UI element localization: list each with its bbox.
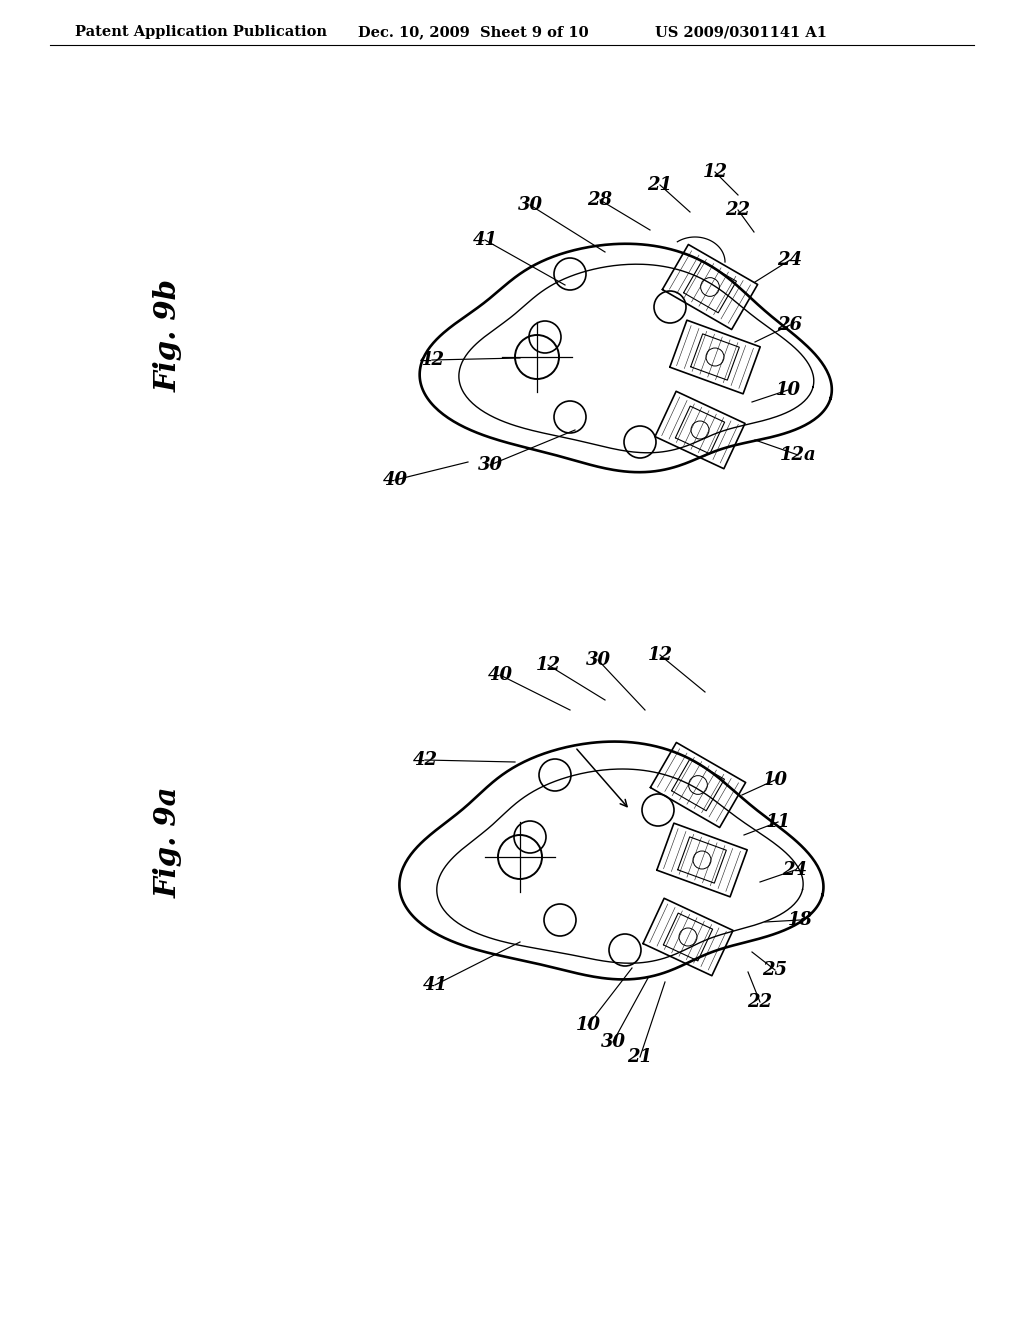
Text: Fig. 9b: Fig. 9b [154,279,182,392]
Text: 28: 28 [588,191,612,209]
Text: 40: 40 [383,471,408,488]
Text: 12: 12 [702,162,727,181]
Text: 26: 26 [777,315,803,334]
Text: 11: 11 [766,813,791,832]
Text: 30: 30 [586,651,610,669]
Text: 12: 12 [647,645,673,664]
Text: 25: 25 [763,961,787,979]
Text: Patent Application Publication: Patent Application Publication [75,25,327,40]
Text: 10: 10 [763,771,787,789]
Text: 21: 21 [628,1048,652,1067]
Text: 42: 42 [413,751,437,770]
Text: 24: 24 [782,861,808,879]
Text: US 2009/0301141 A1: US 2009/0301141 A1 [655,25,827,40]
Text: 21: 21 [647,176,673,194]
Text: 24: 24 [777,251,803,269]
Text: 30: 30 [517,195,543,214]
Text: 42: 42 [420,351,444,370]
Text: Fig. 9a: Fig. 9a [154,787,182,898]
Text: 12a: 12a [779,446,816,465]
Text: 10: 10 [575,1016,600,1034]
Text: 10: 10 [775,381,801,399]
Text: 22: 22 [748,993,772,1011]
Text: 40: 40 [487,667,512,684]
Text: 18: 18 [787,911,812,929]
Text: 30: 30 [600,1034,626,1051]
Text: 41: 41 [472,231,498,249]
Text: 12: 12 [536,656,560,675]
Text: 30: 30 [477,455,503,474]
Text: 22: 22 [725,201,751,219]
Text: Dec. 10, 2009  Sheet 9 of 10: Dec. 10, 2009 Sheet 9 of 10 [358,25,589,40]
Text: 41: 41 [423,975,447,994]
